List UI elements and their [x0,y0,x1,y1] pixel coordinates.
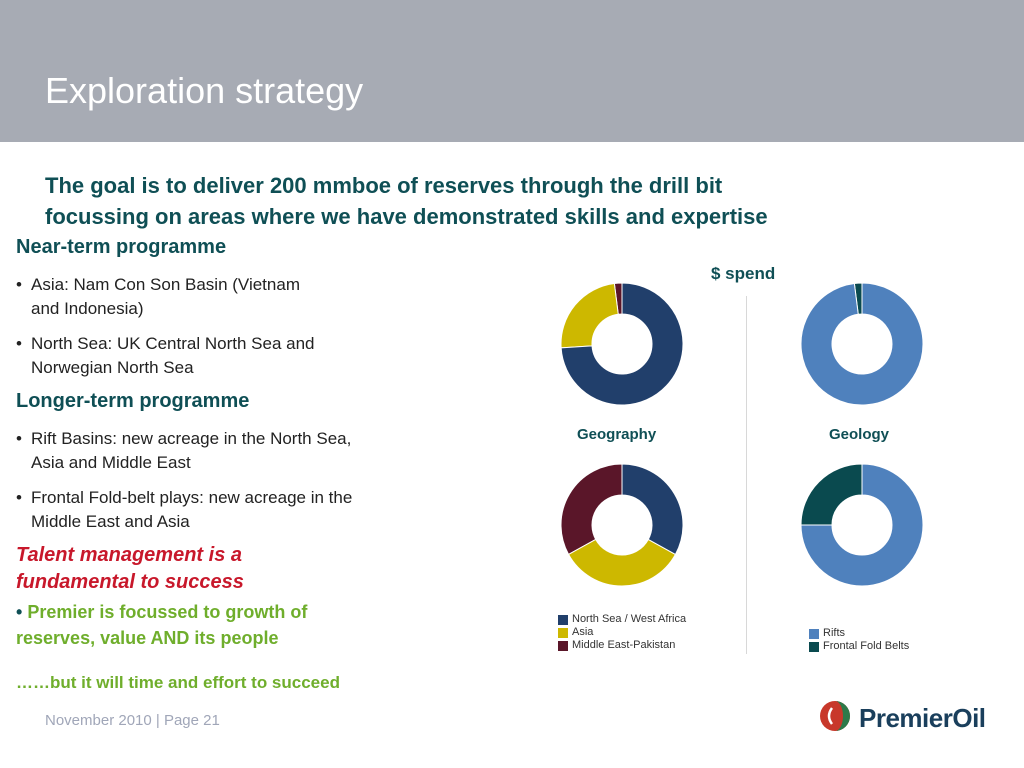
longer-term-bullet-2: • Frontal Fold-belt plays: new acreage i… [16,486,416,534]
bullet-line: Rift Basins: new acreage in the North Se… [31,429,352,448]
legend-label: Asia [572,626,594,638]
legend-swatch [558,641,568,651]
donut-slice-rifts [800,463,924,587]
geology-legend: Rifts Frontal Fold Belts [809,627,909,653]
talent-statement: Talent management is a fundamental to su… [16,542,244,596]
chart-divider [746,296,747,654]
legend-swatch [558,628,568,638]
bullet-dot: • [16,602,23,622]
logo-text: PremierOil [859,703,986,733]
bullet-dot: • [16,334,22,353]
spend-label: $ spend [711,264,776,283]
donut-slice-middle-east-pakistan [560,463,623,556]
goal-line-2: focussing on areas where we have demonst… [45,204,768,229]
geography-donut [560,463,684,587]
longer-term-heading: Longer-term programme [16,390,250,412]
bullet-line: Middle East and Asia [31,512,190,531]
legend-item: North Sea / West Africa [558,613,686,626]
legend-item: Frontal Fold Belts [809,640,909,653]
talent-line-2: fundamental to success [16,571,244,593]
bullet-dot: • [16,275,22,294]
donut-slice-rifts [800,282,924,406]
geography-label: Geography [577,426,657,443]
premier-line-2: reserves, value AND its people [16,628,279,648]
premier-bullet: • Premier is focussed to growth of reser… [16,599,376,651]
bullet-line: and Indonesia) [31,299,144,318]
donut-slice-north-sea-west-africa [560,282,684,406]
legend-label: Frontal Fold Belts [823,640,910,652]
longer-term-bullet-1: • Rift Basins: new acreage in the North … [16,427,416,475]
legend-swatch [809,629,819,639]
legend-swatch [809,642,819,652]
bullet-line: Frontal Fold-belt plays: new acreage in … [31,488,353,507]
footer-page-info: November 2010 | Page 21 [45,712,220,729]
logo-icon [820,701,850,731]
near-term-bullet-2: • North Sea: UK Central North Sea and No… [16,332,416,380]
legend-item: Rifts [809,627,909,640]
premier-line-1: Premier is focussed to growth of [27,602,308,622]
legend-label: North Sea / West Africa [572,613,687,625]
near-term-bullet-1: • Asia: Nam Con Son Basin (Vietnam and I… [16,273,416,321]
geology-donut [800,463,924,587]
geology-spend-donut [800,282,924,406]
goal-statement: The goal is to deliver 200 mmboe of rese… [45,170,945,232]
bullet-dot: • [16,488,22,507]
geography-legend: North Sea / West Africa Asia Middle East… [558,613,686,652]
goal-line-1: The goal is to deliver 200 mmboe of rese… [45,173,723,198]
legend-label: Rifts [823,627,845,639]
bullet-line: Norwegian North Sea [31,358,194,377]
bullet-line: Asia and Middle East [31,453,191,472]
bullet-line: Asia: Nam Con Son Basin (Vietnam [31,275,300,294]
donut-slice-asia [560,282,619,349]
legend-swatch [558,615,568,625]
donut-slice-asia [567,538,677,587]
legend-item: Asia [558,626,686,639]
bullet-line: North Sea: UK Central North Sea and [31,334,315,353]
bullet-dot: • [16,429,22,448]
header-bar: Exploration strategy [0,0,1024,142]
succeed-note: ……but it will time and effort to succeed [16,673,340,692]
talent-line-1: Talent management is a [16,544,242,566]
legend-item: Middle East-Pakistan [558,639,686,652]
geography-spend-donut [560,282,684,406]
geology-label: Geology [829,426,890,443]
donut-slice-frontal-fold-belts [800,463,863,526]
legend-label: Middle East-Pakistan [572,639,676,651]
slide-title: Exploration strategy [45,70,364,111]
donut-slice-north-sea-west-africa [621,463,684,556]
near-term-heading: Near-term programme [16,236,227,258]
